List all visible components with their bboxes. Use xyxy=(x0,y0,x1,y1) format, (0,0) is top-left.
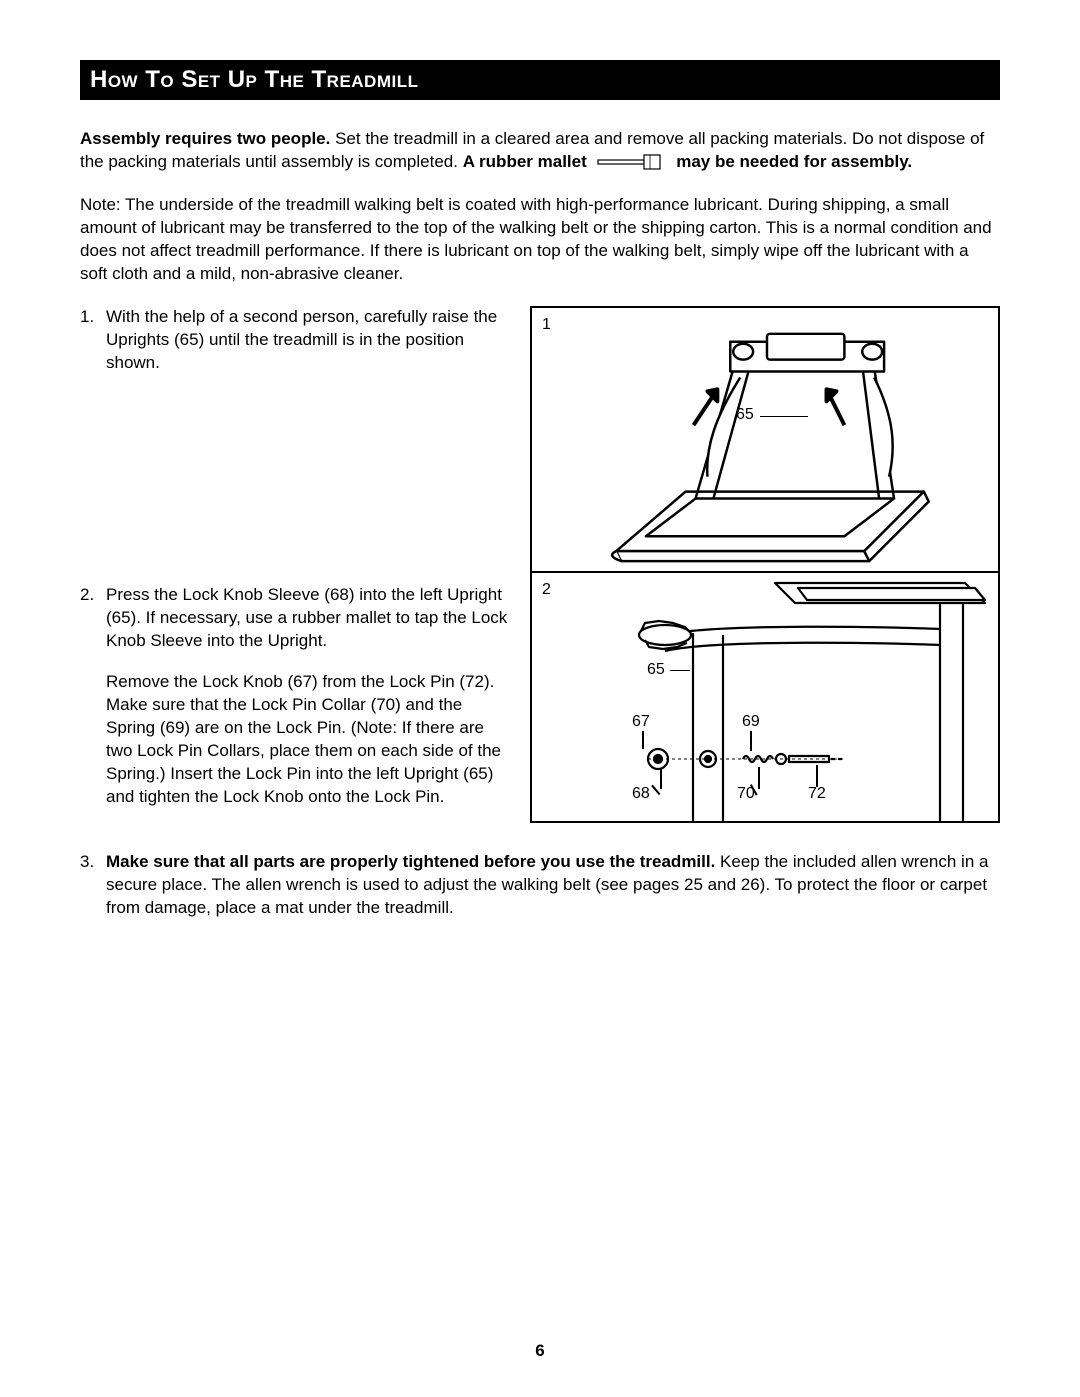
leader-line xyxy=(816,765,818,787)
mallet-icon xyxy=(596,153,668,171)
leader-line xyxy=(760,416,808,418)
spacer xyxy=(80,374,510,584)
steps-area: 1. With the help of a second person, car… xyxy=(80,306,1000,920)
intro-bold-1: Assembly requires two people. xyxy=(80,129,330,148)
steps-text-column: 1. With the help of a second person, car… xyxy=(80,306,510,823)
step-3-body: Make sure that all parts are properly ti… xyxy=(106,851,1000,920)
leader-line xyxy=(758,767,760,789)
step-2: 2. Press the Lock Knob Sleeve (68) into … xyxy=(80,584,510,808)
step-2-number: 2. xyxy=(80,584,106,808)
step-2-p2: Remove the Lock Knob (67) from the Lock … xyxy=(106,671,510,809)
leader-line xyxy=(750,731,752,751)
figure-2-callout-68: 68 xyxy=(632,785,650,803)
leader-line xyxy=(660,769,662,789)
note-paragraph: Note: The underside of the treadmill wal… xyxy=(80,194,1000,286)
step-3-bold: Make sure that all parts are properly ti… xyxy=(106,852,715,871)
spacer xyxy=(106,653,510,671)
figure-2-callout-72: 72 xyxy=(808,785,826,803)
step-1-text: With the help of a second person, carefu… xyxy=(106,306,510,375)
intro-mallet-bold: A rubber mallet xyxy=(463,152,587,171)
section-title-text: How To Set Up The Treadmill xyxy=(90,66,418,93)
figure-2-callout-69: 69 xyxy=(742,713,760,731)
step-1-number: 1. xyxy=(80,306,106,375)
page-number: 6 xyxy=(0,1341,1080,1361)
leader-line xyxy=(642,731,644,749)
leader-line xyxy=(670,670,690,672)
figure-1-drawing xyxy=(532,308,998,571)
step-3: 3. Make sure that all parts are properly… xyxy=(80,851,1000,920)
figure-1: 1 xyxy=(532,308,998,573)
figure-2-callout-65: 65 xyxy=(647,661,665,679)
figures-column: 1 xyxy=(530,306,1000,823)
step-1: 1. With the help of a second person, car… xyxy=(80,306,510,375)
section-title: How To Set Up The Treadmill xyxy=(80,60,1000,100)
intro-bold-2: may be needed for assembly. xyxy=(676,152,912,171)
page: How To Set Up The Treadmill Assembly req… xyxy=(0,0,1080,959)
figure-2: 2 xyxy=(532,573,998,821)
step-2-body: Press the Lock Knob Sleeve (68) into the… xyxy=(106,584,510,808)
figure-2-callout-67: 67 xyxy=(632,713,650,731)
intro-paragraph: Assembly requires two people. Set the tr… xyxy=(80,128,1000,174)
figure-1-callout-65: 65 xyxy=(736,406,754,424)
steps-row: 1. With the help of a second person, car… xyxy=(80,306,1000,823)
step-3-number: 3. xyxy=(80,851,106,920)
step-2-p1: Press the Lock Knob Sleeve (68) into the… xyxy=(106,584,510,653)
figure-2-drawing xyxy=(532,573,998,821)
